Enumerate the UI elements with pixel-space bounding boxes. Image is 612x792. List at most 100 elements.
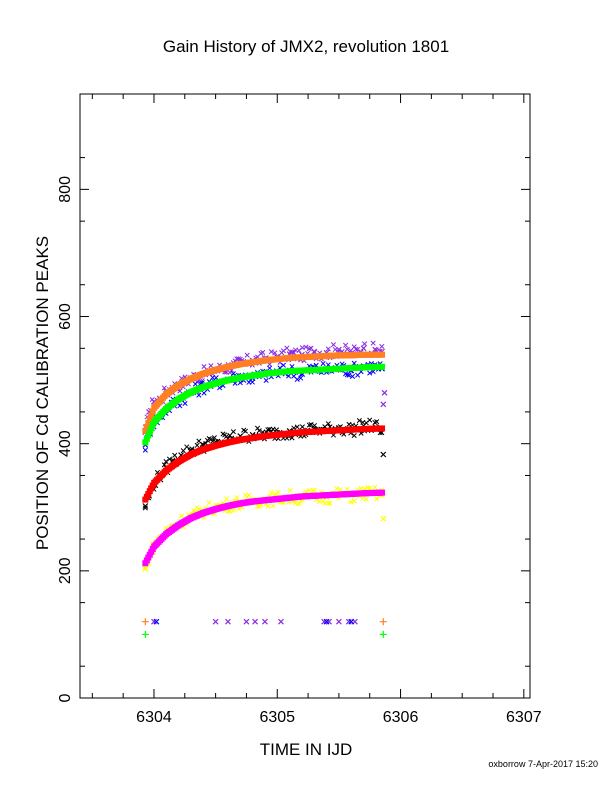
data-layer bbox=[141, 340, 388, 638]
fit-marker bbox=[143, 435, 150, 442]
data-point bbox=[363, 496, 369, 502]
fit-marker bbox=[148, 412, 155, 419]
data-point bbox=[254, 425, 261, 431]
data-point bbox=[321, 618, 328, 625]
data-point bbox=[327, 500, 333, 506]
data-point bbox=[142, 447, 148, 453]
data-point bbox=[223, 496, 230, 502]
fit-marker bbox=[148, 425, 155, 432]
data-point bbox=[163, 458, 169, 465]
data-point bbox=[325, 421, 331, 427]
data-point bbox=[351, 498, 357, 504]
data-point bbox=[212, 618, 219, 625]
x-tick-label: 6306 bbox=[383, 709, 419, 726]
data-point bbox=[370, 340, 376, 346]
data-point bbox=[272, 350, 278, 356]
data-point bbox=[153, 618, 160, 625]
data-point bbox=[172, 452, 178, 458]
data-point bbox=[303, 488, 309, 495]
x-ticks: 6304 6305 6306 6307 bbox=[91, 94, 542, 726]
fit-marker bbox=[145, 420, 152, 427]
data-point bbox=[268, 349, 274, 355]
data-point bbox=[142, 566, 149, 572]
data-point bbox=[230, 507, 236, 514]
data-point bbox=[325, 346, 331, 352]
data-point bbox=[343, 342, 349, 348]
data-point bbox=[235, 356, 242, 362]
data-point bbox=[201, 364, 207, 370]
data-point bbox=[256, 428, 262, 434]
data-point bbox=[260, 349, 266, 355]
data-point bbox=[141, 618, 149, 626]
y-tick-label: 0 bbox=[57, 693, 74, 702]
data-point bbox=[252, 618, 258, 625]
data-point bbox=[141, 630, 149, 638]
data-point bbox=[380, 451, 387, 458]
fit-marker bbox=[149, 408, 156, 415]
fit-marker bbox=[142, 439, 149, 446]
data-point bbox=[177, 403, 183, 409]
series-10 bbox=[141, 618, 387, 626]
data-point bbox=[217, 385, 223, 391]
y-tick-label: 800 bbox=[57, 176, 74, 203]
x-axis-label: TIME IN IJD bbox=[260, 740, 353, 759]
data-point bbox=[367, 417, 373, 423]
data-point bbox=[337, 487, 343, 493]
data-point bbox=[308, 345, 314, 351]
y-tick-label: 400 bbox=[57, 430, 74, 457]
data-point bbox=[263, 377, 269, 384]
x-tick-label: 6305 bbox=[259, 709, 295, 726]
series-4 bbox=[142, 351, 386, 434]
fit-marker bbox=[379, 489, 386, 496]
data-point bbox=[265, 503, 271, 509]
fit-marker bbox=[379, 351, 386, 358]
series-11 bbox=[141, 630, 387, 638]
y-ticks: 0 200 400 600 800 bbox=[57, 157, 530, 702]
data-point bbox=[379, 343, 385, 350]
data-point bbox=[278, 618, 284, 625]
data-point bbox=[353, 346, 359, 352]
data-point bbox=[323, 618, 330, 625]
data-point bbox=[142, 505, 148, 511]
data-point bbox=[308, 421, 314, 428]
data-point bbox=[280, 348, 286, 354]
data-point bbox=[265, 427, 271, 433]
fit-marker bbox=[146, 428, 153, 435]
data-point bbox=[273, 427, 280, 433]
y-tick-label: 600 bbox=[57, 303, 74, 330]
data-point bbox=[291, 350, 297, 356]
data-point bbox=[380, 401, 387, 408]
data-point bbox=[348, 499, 354, 505]
data-point bbox=[355, 346, 361, 353]
footer-credit: oxborrow 7-Apr-2017 15:20 bbox=[488, 759, 598, 769]
data-point bbox=[254, 503, 261, 509]
y-axis-label: POSITION OF Cd CALIBRATION PEAKS bbox=[33, 236, 52, 550]
data-point bbox=[356, 418, 362, 424]
series-6 bbox=[142, 425, 386, 503]
data-point bbox=[360, 345, 367, 352]
y-tick-label: 200 bbox=[57, 557, 74, 584]
series-9 bbox=[153, 618, 355, 625]
data-point bbox=[374, 419, 380, 425]
data-point bbox=[275, 489, 281, 496]
data-point bbox=[268, 490, 274, 496]
fit-marker bbox=[145, 432, 152, 439]
data-point bbox=[374, 496, 380, 502]
data-point bbox=[311, 422, 318, 429]
data-point bbox=[344, 486, 350, 492]
data-point bbox=[349, 373, 356, 379]
plot-frame bbox=[79, 93, 531, 699]
data-point bbox=[184, 444, 190, 450]
fit-marker bbox=[142, 427, 149, 434]
data-point bbox=[379, 630, 387, 638]
series-5 bbox=[142, 363, 386, 446]
data-point bbox=[344, 346, 350, 352]
data-point bbox=[270, 503, 276, 509]
data-point bbox=[192, 381, 198, 387]
data-point bbox=[227, 370, 233, 376]
data-point bbox=[142, 503, 149, 509]
data-point bbox=[230, 371, 236, 377]
chart-title: Gain History of JMX2, revolution 1801 bbox=[163, 37, 449, 56]
data-point bbox=[243, 618, 250, 625]
